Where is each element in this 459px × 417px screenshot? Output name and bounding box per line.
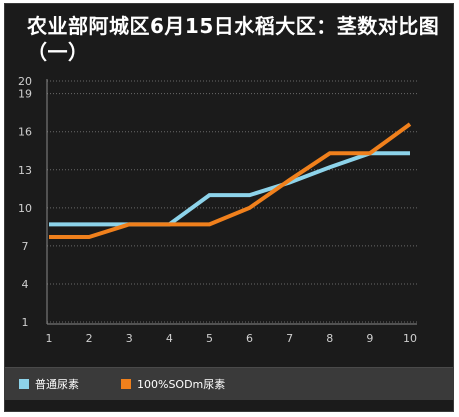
series-layer (49, 122, 412, 240)
x-tick-label-10: 10 (403, 332, 417, 345)
y-tick-label-20: 20 (18, 75, 32, 88)
y-tick-label-19: 19 (18, 88, 32, 101)
series-line-2 (49, 122, 412, 240)
legend-label-series-2: 100%SODm尿素 (137, 378, 226, 391)
chart-legend: 普通尿素 100%SODm尿素 (5, 367, 453, 400)
x-tick-label-8: 8 (326, 332, 333, 345)
x-tick-label-9: 9 (366, 332, 373, 345)
legend-item-series-1[interactable]: 普通尿素 (19, 377, 79, 391)
x-tick-label-2: 2 (86, 332, 93, 345)
x-tick-label-5: 5 (206, 332, 213, 345)
legend-item-series-2[interactable]: 100%SODm尿素 (121, 377, 225, 391)
legend-swatch-series-1 (19, 379, 29, 389)
y-tick-label-16: 16 (18, 126, 32, 139)
x-tick-label-3: 3 (126, 332, 133, 345)
x-tick-label-7: 7 (286, 332, 293, 345)
x-tick-label-1: 1 (46, 332, 53, 345)
y-tick-label-4: 4 (22, 278, 29, 291)
y-tick-label-13: 13 (18, 164, 32, 177)
x-tick-label-4: 4 (166, 332, 173, 345)
chart-title: 农业部阿城区6月15日水稻大区：茎数对比图（一） (27, 14, 440, 64)
axis-layer (46, 79, 417, 325)
legend-swatch-series-2 (121, 379, 131, 389)
series-line-1 (49, 151, 410, 227)
y-tick-label-1: 1 (22, 316, 29, 329)
grid-layer (47, 80, 417, 323)
chart-frame: 农业部阿城区6月15日水稻大区：茎数对比图（一） 1 4 7 10 13 16 19 20 1 2… (4, 3, 454, 412)
y-tick-label-10: 10 (18, 202, 32, 215)
legend-label-series-1: 普通尿素 (35, 378, 79, 391)
x-tick-label-6: 6 (246, 332, 253, 345)
y-tick-label-7: 7 (22, 240, 29, 253)
